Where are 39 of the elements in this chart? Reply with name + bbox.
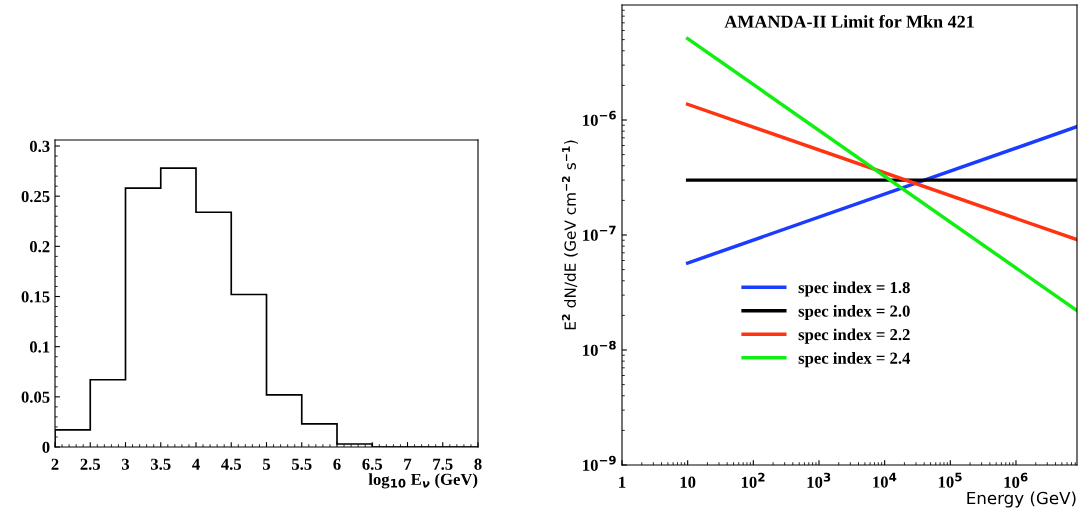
- x-axis-title: Energy (GeV): [967, 491, 1076, 508]
- x-tick-label: 8: [474, 458, 482, 470]
- y-tick-label: 10$^{−8}$: [583, 340, 616, 356]
- y-tick-label: 10$^{−9}$: [583, 455, 616, 471]
- legend-label: spec index = 2.0: [798, 304, 910, 321]
- x-tick-label: 5.5: [292, 458, 312, 470]
- x-tick-label: 2: [51, 458, 59, 470]
- x-tick-label: 10: [680, 476, 696, 488]
- chart-title: AMANDA-II Limit for Mkn 421: [724, 14, 974, 28]
- x-tick-label: 10$^{5}$: [938, 472, 962, 488]
- x-tick-label: 6: [333, 458, 341, 470]
- y-tick-label: 0: [42, 441, 50, 453]
- x-tick-label: 4: [192, 458, 200, 470]
- x-tick-label: 10$^{3}$: [807, 472, 831, 488]
- y-tick-label: 10$^{−6}$: [583, 110, 616, 126]
- x-tick-label: 10$^{6}$: [1004, 472, 1028, 488]
- x-tick-label: 7: [404, 458, 412, 470]
- legend-label: spec index = 2.4: [798, 352, 911, 368]
- x-tick-label: 7.5: [433, 458, 453, 470]
- legend-label: spec index = 1.8: [798, 281, 910, 297]
- x-tick-label: 4.5: [221, 458, 242, 470]
- x-tick-label: 1: [619, 476, 626, 488]
- y-tick-label: 0.2: [29, 241, 50, 253]
- y-tick-label: 0.3: [29, 140, 50, 153]
- x-axis-title: log$_{10}$ E$_{ν}$ (GeV): [368, 473, 478, 489]
- x-tick-label: 3: [121, 458, 130, 470]
- y-tick-label: 0.1: [29, 341, 50, 353]
- x-tick-label: 6.5: [362, 458, 383, 470]
- y-axis-title: E$^{2}$ dN/dE (GeV cm$^{−2}$ s$^{−1}$): [561, 140, 578, 330]
- x-tick-label: 10$^{2}$: [741, 472, 765, 488]
- y-tick-label: 0.05: [21, 391, 50, 403]
- x-tick-label: 10$^{4}$: [873, 472, 897, 488]
- x-tick-label: 5: [263, 458, 271, 470]
- y-tick-label: 0.15: [21, 291, 50, 303]
- x-tick-label: 2.5: [80, 458, 101, 470]
- x-tick-label: 3.5: [150, 458, 171, 470]
- y-tick-label: 10$^{−7}$: [583, 225, 616, 241]
- y-tick-label: 0.25: [21, 190, 50, 203]
- legend-label: spec index = 2.2: [798, 328, 910, 344]
